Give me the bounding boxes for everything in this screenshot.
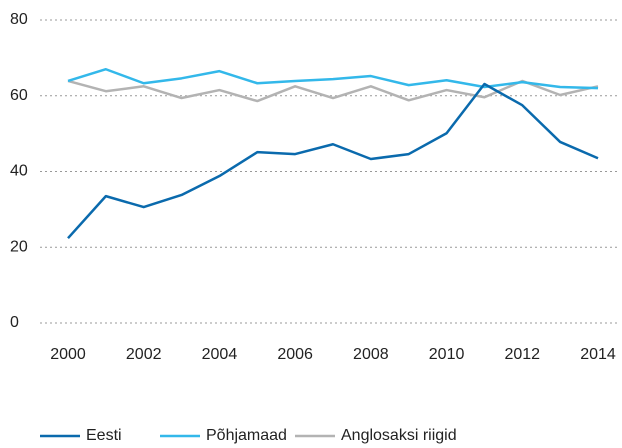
series-line bbox=[67, 67, 599, 90]
x-tick-label: 2010 bbox=[429, 346, 465, 363]
series-line bbox=[67, 79, 599, 103]
y-tick-label: 40 bbox=[10, 163, 28, 180]
x-tick-label: 2014 bbox=[580, 346, 616, 363]
x-tick-label: 2012 bbox=[504, 346, 540, 363]
legend-label: Põhjamaad bbox=[206, 427, 287, 444]
x-tick-label: 2004 bbox=[202, 346, 238, 363]
series-line bbox=[67, 82, 599, 239]
y-tick-label: 60 bbox=[10, 87, 28, 104]
x-tick-label: 2002 bbox=[126, 346, 162, 363]
x-tick-label: 2006 bbox=[277, 346, 313, 363]
y-tick-label: 20 bbox=[10, 238, 28, 255]
legend-label: Eesti bbox=[86, 427, 122, 444]
y-tick-label: 80 bbox=[10, 11, 28, 28]
x-tick-label: 2008 bbox=[353, 346, 389, 363]
legend-label: Anglosaksi riigid bbox=[341, 427, 457, 444]
x-tick-label: 2000 bbox=[50, 346, 86, 363]
y-tick-label: 0 bbox=[10, 314, 19, 331]
